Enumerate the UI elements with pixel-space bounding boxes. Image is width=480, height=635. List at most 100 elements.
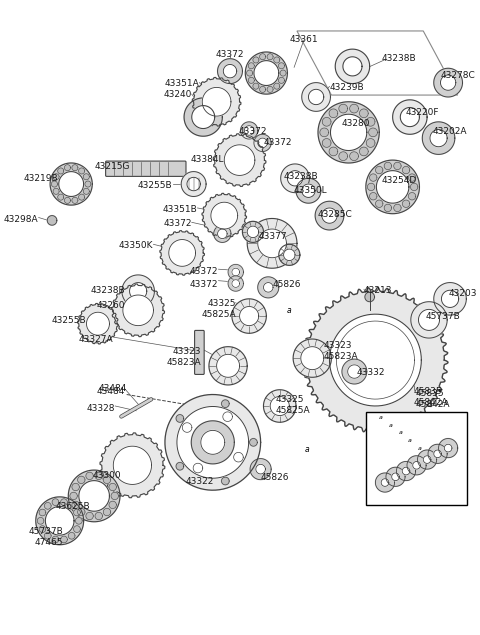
Polygon shape (375, 200, 383, 208)
Text: 45842A: 45842A (416, 400, 450, 409)
Text: 43327A: 43327A (79, 335, 113, 344)
Text: 43372: 43372 (190, 279, 218, 289)
Polygon shape (187, 177, 200, 190)
Polygon shape (366, 160, 420, 214)
Polygon shape (68, 470, 120, 522)
Polygon shape (288, 171, 303, 186)
Polygon shape (253, 57, 259, 63)
Polygon shape (79, 168, 84, 174)
Polygon shape (234, 452, 243, 462)
Polygon shape (279, 244, 300, 265)
Text: 43325: 43325 (207, 299, 236, 308)
Text: 45835: 45835 (414, 387, 442, 396)
Polygon shape (274, 83, 280, 89)
Text: 43350K: 43350K (119, 241, 154, 250)
Text: 43260: 43260 (96, 301, 125, 310)
Polygon shape (68, 532, 75, 539)
Polygon shape (418, 450, 437, 469)
Polygon shape (258, 138, 267, 148)
Text: a: a (287, 306, 292, 315)
Polygon shape (423, 456, 431, 464)
Polygon shape (375, 473, 395, 492)
Text: 43372: 43372 (190, 267, 218, 276)
Polygon shape (228, 264, 243, 279)
Polygon shape (177, 406, 249, 478)
Text: 43280: 43280 (342, 119, 371, 128)
Polygon shape (392, 473, 399, 481)
Polygon shape (413, 462, 420, 469)
Polygon shape (258, 277, 279, 298)
Polygon shape (384, 204, 392, 211)
Polygon shape (232, 299, 266, 333)
Polygon shape (301, 347, 324, 370)
Polygon shape (264, 283, 273, 292)
Polygon shape (78, 304, 118, 344)
Text: a: a (304, 444, 309, 453)
Polygon shape (348, 365, 361, 378)
Text: 43322: 43322 (186, 477, 215, 486)
Polygon shape (396, 462, 416, 481)
Polygon shape (350, 104, 359, 113)
Text: 43484: 43484 (98, 384, 127, 393)
Polygon shape (280, 70, 286, 76)
Polygon shape (441, 75, 456, 90)
Polygon shape (247, 218, 297, 268)
Polygon shape (53, 174, 59, 180)
Text: 43238B: 43238B (90, 286, 125, 295)
Polygon shape (303, 288, 448, 432)
Polygon shape (52, 499, 59, 505)
Polygon shape (36, 497, 84, 545)
Polygon shape (39, 526, 46, 533)
Polygon shape (260, 86, 265, 93)
Polygon shape (402, 467, 410, 475)
Polygon shape (342, 359, 367, 384)
Polygon shape (244, 126, 254, 135)
Polygon shape (202, 88, 231, 116)
Bar (366, 411, 467, 505)
Polygon shape (86, 312, 109, 335)
Polygon shape (103, 509, 111, 516)
Polygon shape (402, 200, 410, 208)
Polygon shape (274, 57, 280, 63)
Polygon shape (78, 509, 85, 516)
Text: 43255B: 43255B (138, 181, 173, 190)
Polygon shape (37, 518, 44, 524)
Polygon shape (339, 152, 348, 161)
Polygon shape (253, 83, 259, 89)
Text: 43325: 43325 (276, 394, 304, 403)
Text: 43255B: 43255B (52, 316, 86, 325)
Polygon shape (103, 476, 111, 483)
Text: 43377: 43377 (259, 232, 288, 241)
Polygon shape (64, 197, 71, 203)
Text: 43332: 43332 (356, 368, 385, 377)
Polygon shape (366, 117, 375, 126)
Polygon shape (113, 446, 152, 485)
Polygon shape (370, 174, 377, 181)
Polygon shape (58, 194, 64, 200)
Polygon shape (213, 134, 266, 187)
Polygon shape (411, 302, 447, 338)
Polygon shape (240, 307, 259, 326)
Polygon shape (254, 134, 271, 152)
Polygon shape (393, 100, 427, 134)
Polygon shape (434, 69, 462, 97)
Text: 45825A: 45825A (201, 311, 236, 319)
Polygon shape (296, 178, 321, 203)
Polygon shape (73, 526, 80, 533)
Polygon shape (329, 147, 338, 156)
Polygon shape (360, 147, 368, 156)
Polygon shape (79, 194, 84, 200)
Polygon shape (278, 63, 285, 69)
Polygon shape (100, 433, 165, 498)
Text: 43254D: 43254D (381, 177, 417, 185)
Polygon shape (350, 152, 359, 161)
Polygon shape (302, 184, 315, 197)
Polygon shape (254, 60, 279, 86)
Polygon shape (52, 536, 59, 543)
Polygon shape (176, 462, 184, 470)
Text: 45826: 45826 (272, 279, 300, 289)
Polygon shape (216, 354, 240, 377)
Polygon shape (375, 166, 383, 174)
Polygon shape (86, 512, 93, 519)
Text: 43350L: 43350L (293, 186, 327, 195)
